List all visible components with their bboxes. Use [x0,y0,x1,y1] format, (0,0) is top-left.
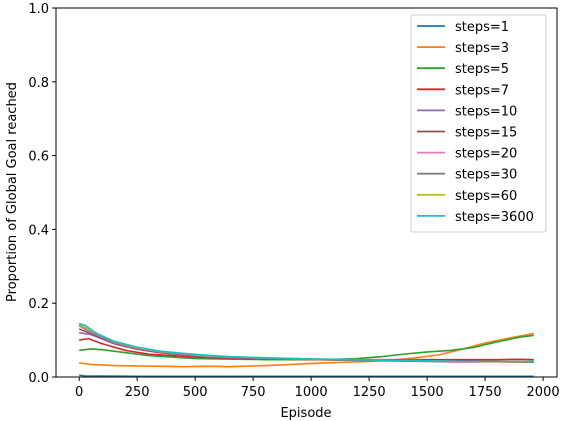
legend: steps=1 steps=3 steps=5 steps=7 steps=10 step… [410,14,547,233]
legend-entry: steps=3600 [455,210,534,225]
legend-entry: steps=1 [455,20,509,35]
axes [55,7,558,378]
series-line-steps-3600 [78,322,534,363]
series-line-steps-5 [79,334,534,361]
x-tick-label: 2000 [527,385,560,400]
y-tick-label: 0.0 [28,371,49,386]
y-tick-label: 0.8 [28,76,49,91]
legend-entry: steps=20 [455,147,517,162]
legend-entry: steps=15 [455,126,517,141]
x-tick-label: 500 [183,385,208,400]
series-line-steps-30 [78,324,534,363]
x-tick-label: 250 [125,385,150,400]
axes-frame [55,7,558,378]
x-tick-label: 1000 [295,385,328,400]
x-axis-ticks: 0 250 500 750 1000 1250 1500 1750 2000 [75,377,560,400]
y-tick-label: 1.0 [28,2,49,17]
y-tick-label: 0.6 [28,150,49,165]
plot-area [78,322,534,377]
x-tick-label: 750 [241,385,266,400]
series-line-steps-20 [78,325,534,363]
y-axis-ticks: 0.0 0.2 0.4 0.6 0.8 1.0 [28,2,56,386]
series-line-steps-10 [79,331,534,363]
series-line-steps-15 [78,328,534,364]
legend-entry: steps=10 [455,104,517,119]
x-tick-label: 1250 [353,385,386,400]
x-tick-label: 0 [75,385,83,400]
legend-entry: steps=30 [455,168,517,183]
series-line-steps-1 [79,374,534,377]
legend-box [410,14,547,233]
legend-entry: steps=5 [455,62,509,77]
x-tick-label: 1750 [469,385,502,400]
y-tick-label: 0.4 [28,223,49,238]
series-line-steps-3 [79,332,534,368]
x-axis-label: Episode [280,406,331,421]
legend-entry: steps=60 [455,189,517,204]
y-tick-label: 0.2 [28,297,49,312]
legend-entry: steps=3 [455,41,509,56]
legend-entry: steps=7 [455,83,509,98]
y-axis-label: Proportion of Global Goal reached [5,82,20,302]
x-tick-label: 1500 [411,385,444,400]
